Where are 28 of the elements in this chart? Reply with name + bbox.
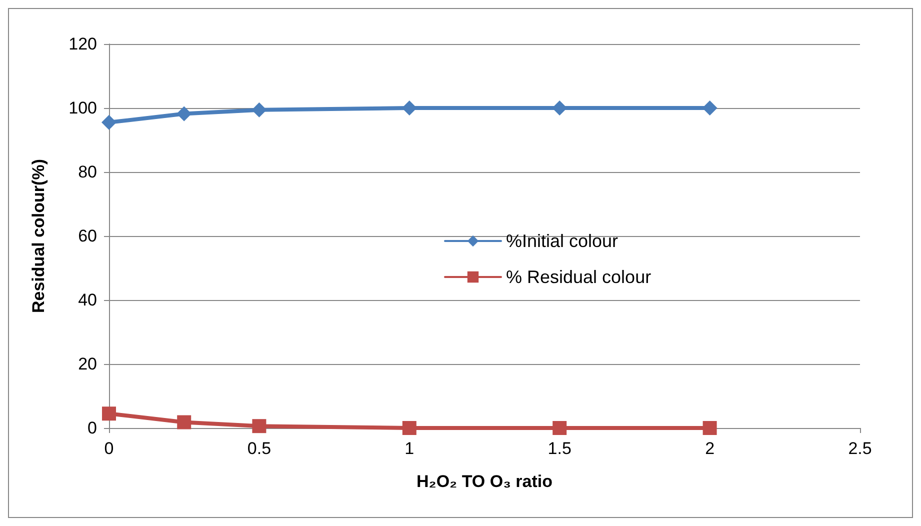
y-tick-label: 120: [68, 34, 97, 54]
legend-label: %Initial colour: [506, 231, 618, 251]
point: [252, 102, 267, 118]
y-tick-label: 20: [78, 354, 97, 374]
point: [702, 421, 717, 435]
y-axis-title: Residual colour(%): [29, 159, 48, 313]
point: [552, 421, 567, 435]
point: [702, 100, 718, 116]
y-tick-label: 80: [78, 162, 97, 182]
x-tick-label: 1: [404, 439, 414, 458]
y-tick-label: 40: [78, 290, 97, 310]
x-axis-title: H₂O₂ TO O₃ ratio: [416, 472, 552, 491]
legend-label: % Residual colour: [506, 267, 652, 287]
x-tick-label: 2.5: [848, 439, 872, 458]
x-tick-label: 2: [705, 439, 715, 458]
x-tick-label: 1.5: [548, 439, 572, 458]
y-tick-label: 60: [78, 226, 97, 246]
point: [402, 421, 416, 435]
y-tick-label: 0: [88, 418, 97, 438]
y-tick-label: 100: [68, 98, 97, 118]
x-tick-label: 0: [104, 439, 114, 458]
x-tick-label: 0.5: [247, 439, 272, 458]
point: [177, 415, 192, 430]
point: [176, 106, 192, 122]
point: [102, 406, 116, 421]
point: [252, 419, 266, 434]
point: [102, 114, 116, 130]
point: [402, 100, 417, 116]
